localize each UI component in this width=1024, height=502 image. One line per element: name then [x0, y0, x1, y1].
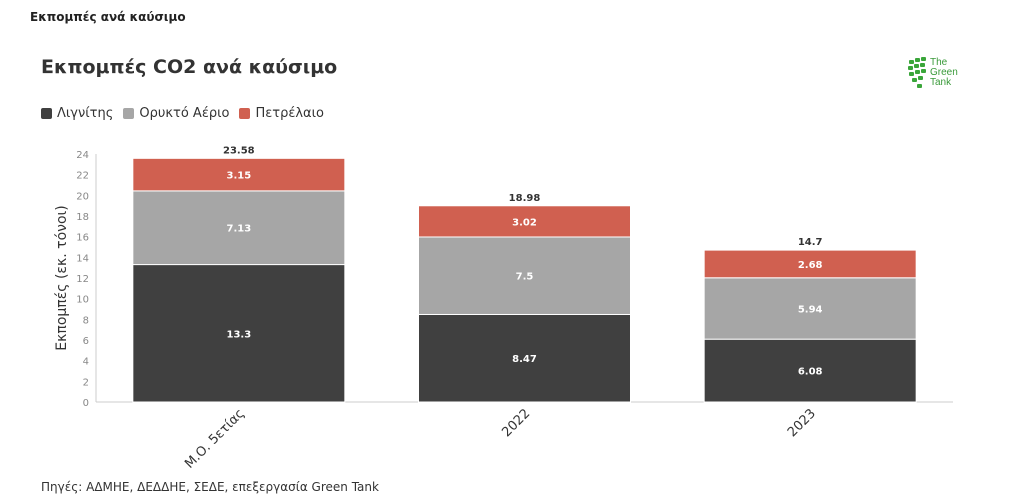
- total-label: 23.58: [223, 145, 255, 156]
- bar-segment: [703, 249, 917, 279]
- green-tank-logo-icon: [908, 57, 926, 88]
- legend-swatch: [41, 108, 52, 119]
- y-tick-label: 14: [76, 253, 89, 264]
- bar-segment: [703, 277, 917, 340]
- bar-segment: [703, 338, 917, 403]
- data-label: 3.15: [226, 171, 251, 182]
- y-tick-label: 0: [83, 398, 89, 409]
- x-tick-label: 2023: [785, 406, 819, 440]
- y-tick-label: 12: [76, 274, 89, 285]
- x-tick-label: Μ.Ο. 5ετίας: [182, 406, 247, 471]
- bar-segment: [418, 313, 631, 403]
- data-label: 5.94: [798, 304, 823, 315]
- y-tick-label: 4: [83, 357, 89, 368]
- y-tick-label: 8: [83, 315, 89, 326]
- page-header: Εκπομπές ανά καύσιμο: [30, 10, 186, 24]
- y-tick-label: 6: [83, 336, 89, 347]
- bar-segment: [418, 205, 631, 238]
- source-note: Πηγές: ΑΔΜΗΕ, ΔΕΔΔΗΕ, ΣΕΔΕ, επεξεργασία …: [41, 480, 379, 494]
- logo-line: Tank: [930, 77, 952, 88]
- data-label: 3.02: [512, 217, 537, 228]
- legend-item-gas[interactable]: Ορυκτό Αέριο: [123, 106, 229, 121]
- chart-title: Εκπομπές CO2 ανά καύσιμο: [41, 56, 338, 78]
- y-tick-label: 22: [76, 171, 89, 182]
- bar-segment: [132, 264, 346, 403]
- data-label: 13.3: [226, 329, 251, 340]
- y-tick-label: 10: [76, 295, 89, 306]
- data-label: 7.5: [516, 272, 534, 283]
- y-tick-label: 2: [83, 377, 89, 388]
- total-label: 14.7: [798, 237, 823, 248]
- data-label: 8.47: [512, 354, 537, 365]
- bar-segment: [132, 190, 346, 266]
- legend-swatch: [123, 108, 135, 119]
- logo-text: The Green Tank: [930, 58, 958, 88]
- total-label: 18.98: [509, 193, 541, 204]
- logo-line: Green: [930, 67, 958, 78]
- legend-item-lignite[interactable]: Λιγνίτης: [41, 106, 113, 121]
- data-label: 2.68: [798, 260, 823, 271]
- legend-label: Ορυκτό Αέριο: [139, 106, 230, 121]
- y-tick-label: 24: [76, 150, 89, 161]
- legend-swatch: [239, 108, 251, 119]
- legend-label: Πετρέλαιο: [255, 106, 324, 121]
- legend: Λιγνίτης Ορυκτό Αέριο Πετρέλαιο: [41, 106, 334, 121]
- y-tick-label: 20: [76, 191, 89, 202]
- y-axis-title: Εκπομπές (εκ. τόνοι): [54, 205, 70, 350]
- y-tick-label: 18: [76, 212, 89, 223]
- legend-label: Λιγνίτης: [57, 106, 114, 121]
- bar-segment: [418, 236, 631, 315]
- x-tick-label: 2022: [499, 406, 533, 440]
- logo-line: The: [930, 57, 948, 68]
- bar-segment: [132, 157, 346, 192]
- y-tick-label: 16: [76, 233, 89, 244]
- data-label: 6.08: [798, 367, 823, 378]
- legend-item-oil[interactable]: Πετρέλαιο: [239, 106, 324, 121]
- data-label: 7.13: [226, 224, 251, 235]
